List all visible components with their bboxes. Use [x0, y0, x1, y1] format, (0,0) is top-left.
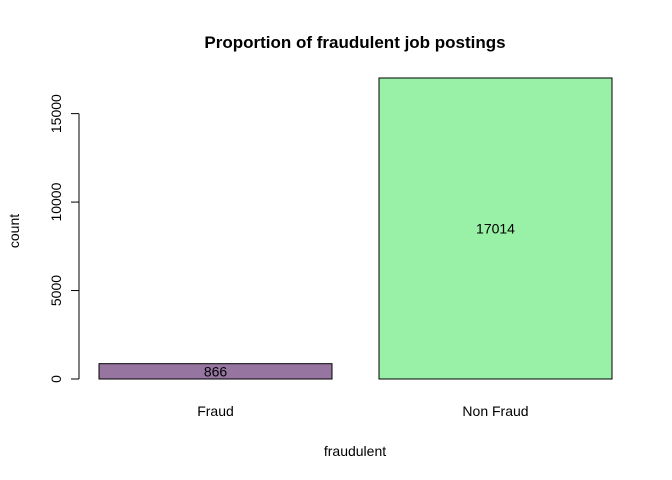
bar-fraud: [98, 363, 333, 380]
x-category-label: Fraud: [197, 403, 234, 419]
bar-non-fraud: [378, 77, 613, 380]
y-tick-label: 10000: [48, 182, 64, 221]
y-tick-label: 5000: [48, 275, 64, 306]
y-axis: 0 5000 10000 15000: [48, 94, 80, 383]
x-axis-label: fraudulent: [324, 443, 386, 459]
x-category-label: Non Fraud: [462, 403, 528, 419]
chart-title: Proportion of fraudulent job postings: [204, 33, 505, 52]
y-tick-label: 15000: [48, 94, 64, 133]
x-category-labels: Fraud Non Fraud: [197, 403, 528, 419]
data-label: 17014: [476, 221, 515, 237]
bars-group: 866 17014: [98, 77, 613, 380]
data-label: 866: [204, 363, 228, 379]
y-tick-label: 0: [48, 375, 64, 383]
y-axis-label: count: [6, 214, 22, 248]
